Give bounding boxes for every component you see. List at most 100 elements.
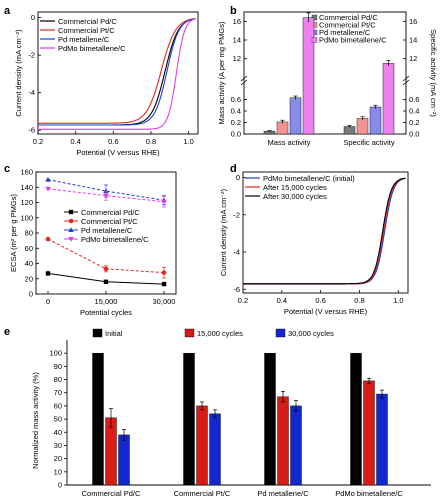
panel-e-legend-swatch [184, 328, 195, 338]
panel-b-bar [369, 106, 382, 135]
panel-b-legend-label: PdMo bimetallene/C [319, 36, 387, 45]
panel-c-marker [103, 193, 109, 199]
panel-d-ytick-label: -4 [233, 248, 240, 257]
panel-b-category-label: Mass activity [268, 138, 311, 147]
panel-c-legend-label: Commercial Pd/C [81, 208, 140, 217]
panel-b-axis-break [402, 79, 410, 86]
panel-a-curve [38, 18, 196, 130]
panel-c-series-line [47, 188, 165, 203]
panel-e-ytick-label: 90 [54, 362, 62, 371]
panel-b-bar [302, 17, 315, 135]
panel-e-legend-swatch [92, 328, 103, 338]
panel-label-a: a [4, 5, 11, 17]
panel-e-ytick-label: 20 [54, 454, 62, 463]
panel-e-category-label: PdMo bimetallene/C [335, 489, 403, 498]
panel-a-xtick-label: 0.2 [33, 137, 43, 146]
panel-b-ytick-label-right: 14 [409, 36, 417, 45]
panel-b-ytick-label: 0.2 [231, 118, 241, 127]
panel-b-frame [243, 11, 407, 135]
panel-c-ytick-label: 100 [20, 213, 33, 222]
panel-b-ytick-label-right: 0.4 [409, 107, 419, 116]
panel-b-ytick-label-right: 12 [409, 54, 417, 63]
panel-a-legend-label: Commercial Pt/C [58, 26, 115, 35]
panel-e-ytick-label: 0 [58, 481, 62, 490]
panel-b-ytick-label: 0.4 [231, 107, 241, 116]
panel-e-ytick-label: 60 [54, 401, 62, 410]
panel-e-bar [105, 417, 117, 486]
panel-c-ytick-label: 60 [25, 244, 33, 253]
panel-c-marker [103, 188, 109, 194]
panel-d-legend-label: PdMo bimetallene/C (initial) [263, 174, 355, 183]
panel-b-ytick-label-right: 0.6 [409, 95, 419, 104]
panel-a-legend-label: PdMo bimetallene/C [58, 44, 126, 53]
panel-c-xtick-label: 30,000 [153, 297, 176, 306]
panel-d-ytick-label: 0 [236, 173, 240, 182]
panel-d-legend-label: After 30,000 cycles [263, 192, 327, 201]
panel-c-marker [45, 271, 51, 276]
panel-c-ytick-label: 140 [20, 183, 33, 192]
panel-e-bar [264, 352, 276, 486]
panel-b-category-label: Specific activity [343, 138, 395, 147]
panel-e-ytick-label: 70 [54, 388, 62, 397]
panel-a-xtick-label: 0.8 [146, 137, 156, 146]
panel-a-legend-label: Pd metallene/C [58, 35, 110, 44]
panel-d-xtick-label: 0.8 [354, 296, 364, 305]
panel-c-legend-marker [68, 227, 74, 232]
panel-e-ytick-label: 10 [54, 467, 62, 476]
panel-b-bar [289, 97, 302, 135]
panel-b-ytick-label: 0.6 [231, 95, 241, 104]
panel-b-y-axis-label-right: Specific activity (mA cm⁻²) [429, 29, 438, 117]
panel-b-bar [276, 121, 289, 135]
panel-b-ytick-label-right: 16 [409, 17, 417, 26]
panel-a-frame [37, 11, 199, 135]
panel-c-marker [103, 279, 109, 284]
panel-d-legend-label: After 15,000 cycles [263, 183, 327, 192]
panel-c-ytick-label: 160 [20, 168, 33, 177]
panel-d-xtick-label: 0.6 [315, 296, 325, 305]
panel-e-bar [196, 405, 208, 486]
panel-a-y-axis-label: Current density (mA cm⁻²) [14, 29, 23, 117]
panel-e-bar [376, 393, 388, 486]
panel-label-c: c [4, 163, 10, 175]
panel-a-ytick-label: 0 [31, 13, 35, 22]
panel-b-ytick-label: 16 [233, 17, 241, 26]
panel-d-xtick-label: 0.4 [277, 296, 287, 305]
panel-b-y-axis-label: Mass activity (A per mg PMGs) [217, 21, 226, 124]
panel-c-legend-label: Pd metallene/C [81, 226, 133, 235]
panel-label-d: d [230, 163, 237, 175]
panel-b-bar [382, 63, 395, 135]
panel-e-y-axis-label: Normalized mass activity (%) [31, 372, 40, 469]
panel-e-legend-label: 30,000 cycles [288, 329, 334, 338]
panel-c-ytick-label: 20 [25, 274, 33, 283]
panel-e-category-label: Pd metallene/C [257, 489, 309, 498]
panel-c-legend-marker [68, 218, 74, 224]
panel-e-category-label: Commercial Pd/C [82, 489, 141, 498]
panel-c-marker [45, 236, 51, 242]
panel-c-marker [103, 266, 109, 272]
panel-b-axis-break [402, 75, 410, 82]
panel-b-axis-break [240, 75, 248, 82]
panel-e-bar [277, 396, 289, 486]
panel-c-marker [161, 199, 167, 205]
panel-b-ytick-label-right: 0.2 [409, 118, 419, 127]
panel-e-legend-swatch [275, 328, 286, 338]
panel-c-ytick-label: 120 [20, 198, 33, 207]
panel-a-legend-label: Commercial Pd/C [58, 17, 117, 26]
panel-c-marker [161, 281, 167, 287]
panel-e-ytick-label: 30 [54, 441, 62, 450]
panel-a-curve [38, 17, 196, 124]
panel-a-xtick-label: 1.0 [183, 137, 193, 146]
panel-b-bar [356, 118, 369, 135]
panel-c-x-axis-label: Potential cycles [80, 308, 132, 317]
panel-c-xtick-label: 0 [46, 297, 50, 306]
panel-b-legend-swatch [311, 37, 318, 43]
panel-c-xtick-label: 15,000 [95, 297, 118, 306]
panel-a-xtick-label: 0.6 [108, 137, 118, 146]
panel-e-legend-label: 15,000 cycles [197, 329, 243, 338]
panel-a-ytick-label: -2 [28, 51, 35, 60]
panel-e-ytick-label: 80 [54, 375, 62, 384]
panel-d-frame [242, 171, 409, 294]
panel-b-legend-label: Pd metallene/C [319, 28, 371, 37]
panel-a-xtick-label: 0.4 [70, 137, 80, 146]
